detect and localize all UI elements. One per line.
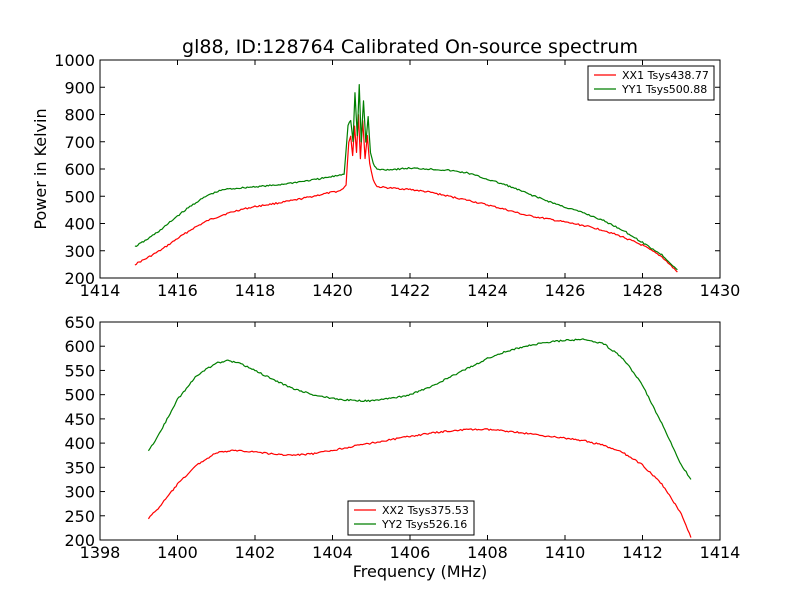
legend-entry: YY2 Tsys526.16 — [381, 518, 467, 531]
top-spectrum-panel: 1414 1416 1418 1420 1422 1424 1426 1428 1430 200 3… — [31, 51, 740, 300]
x-tick-label: 1414 — [700, 543, 741, 562]
x-tick-label: 1404 — [312, 543, 353, 562]
y-tick-label: 650 — [64, 313, 95, 332]
y-tick-label: 300 — [64, 242, 95, 261]
y-tick-label: 700 — [64, 133, 95, 152]
legend-entry: XX2 Tsys375.53 — [382, 504, 469, 517]
y-tick-label: 250 — [64, 507, 95, 526]
y-tick-label: 1000 — [54, 51, 95, 70]
x-tick-label: 1408 — [467, 543, 508, 562]
x-tick-label: 1420 — [312, 281, 353, 300]
legend-entry: XX1 Tsys438.77 — [622, 69, 709, 82]
y-tick-label: 500 — [64, 187, 95, 206]
y-tick-label: 600 — [64, 337, 95, 356]
y-tick-label: 400 — [64, 215, 95, 234]
y-tick-label: 500 — [64, 386, 95, 405]
x-tick-label: 1416 — [157, 281, 198, 300]
y-tick-label: 300 — [64, 483, 95, 502]
x-tick-label: 1402 — [235, 543, 276, 562]
y-tick-label: 550 — [64, 361, 95, 380]
legend-entry: YY1 Tsys500.88 — [621, 83, 707, 96]
x-tick-label: 1406 — [390, 543, 431, 562]
y-tick-label: 800 — [64, 106, 95, 125]
x-tick-label: 1428 — [622, 281, 663, 300]
series-line-yy2 — [147, 338, 692, 480]
x-tick-label: 1412 — [622, 543, 663, 562]
y-tick-label: 600 — [64, 160, 95, 179]
figure-title: gl88, ID:128764 Calibrated On-source spe… — [182, 36, 638, 58]
x-tick-label: 1430 — [700, 281, 741, 300]
series-line-xx2 — [147, 428, 692, 538]
x-tick-label: 1410 — [545, 543, 586, 562]
legend-box — [347, 500, 475, 536]
series-line-yy1 — [134, 84, 678, 271]
y-tick-label: 400 — [64, 434, 95, 453]
x-tick-label: 1426 — [545, 281, 586, 300]
series-line-xx1 — [134, 114, 678, 273]
y-tick-label: 350 — [64, 458, 95, 477]
x-tick-label: 1414 — [80, 281, 121, 300]
x-tick-label: 1422 — [390, 281, 431, 300]
y-tick-label: 450 — [64, 410, 95, 429]
y-tick-label: 900 — [64, 78, 95, 97]
x-tick-label: 1418 — [235, 281, 276, 300]
x-axis-label: Frequency (MHz) — [353, 562, 487, 581]
y-axis-label: Power in Kelvin — [31, 108, 50, 229]
series-group — [147, 338, 692, 538]
bottom-spectrum-panel: 1398 1400 1402 1404 1406 1408 1410 1412 1414 200 2… — [64, 313, 740, 581]
x-tick-label: 1424 — [467, 281, 508, 300]
x-tick-label: 1400 — [157, 543, 198, 562]
series-group — [134, 84, 678, 273]
legend-box — [587, 65, 715, 101]
y-tick-label: 200 — [64, 531, 95, 550]
y-tick-label: 200 — [64, 269, 95, 288]
x-tick-label: 1398 — [80, 543, 121, 562]
